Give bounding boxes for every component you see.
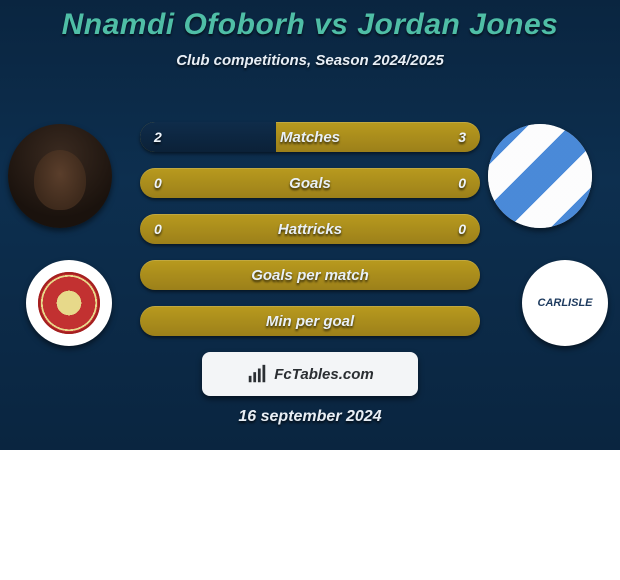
player1-face-placeholder xyxy=(8,124,112,228)
stats-container: 2 3 Matches 0 0 Goals 0 0 Hattricks Goal… xyxy=(140,122,480,336)
stat-value-right: 0 xyxy=(444,168,480,198)
stat-value-left xyxy=(140,306,168,336)
brand-badge: FcTables.com xyxy=(202,352,418,396)
stat-value-right xyxy=(452,260,480,290)
player1-club-logo xyxy=(26,260,112,346)
stat-value-left xyxy=(140,260,168,290)
subtitle: Club competitions, Season 2024/2025 xyxy=(0,52,620,69)
stat-row-hattricks: 0 0 Hattricks xyxy=(140,214,480,244)
stat-label: Goals per match xyxy=(140,260,480,290)
stat-row-matches: 2 3 Matches xyxy=(140,122,480,152)
stat-value-right xyxy=(452,306,480,336)
club2-name: CARLISLE xyxy=(538,297,593,309)
page-title: Nnamdi Ofoborh vs Jordan Jones xyxy=(0,8,620,42)
stat-row-goals-per-match: Goals per match xyxy=(140,260,480,290)
stat-label: Goals xyxy=(140,168,480,198)
stat-value-right: 0 xyxy=(444,214,480,244)
snapshot-date: 16 september 2024 xyxy=(0,408,620,426)
player2-avatar xyxy=(488,124,592,228)
player1-avatar xyxy=(8,124,112,228)
stat-value-left: 0 xyxy=(140,214,176,244)
player2-club-logo: CARLISLE xyxy=(522,260,608,346)
stat-row-min-per-goal: Min per goal xyxy=(140,306,480,336)
stat-value-right: 3 xyxy=(444,122,480,152)
comparison-card: Nnamdi Ofoborh vs Jordan Jones Club comp… xyxy=(0,0,620,450)
stat-value-left: 2 xyxy=(140,122,176,152)
stat-label: Hattricks xyxy=(140,214,480,244)
stat-row-goals: 0 0 Goals xyxy=(140,168,480,198)
chart-icon xyxy=(246,363,268,385)
brand-text: FcTables.com xyxy=(274,366,373,383)
stat-value-left: 0 xyxy=(140,168,176,198)
stat-label: Min per goal xyxy=(140,306,480,336)
